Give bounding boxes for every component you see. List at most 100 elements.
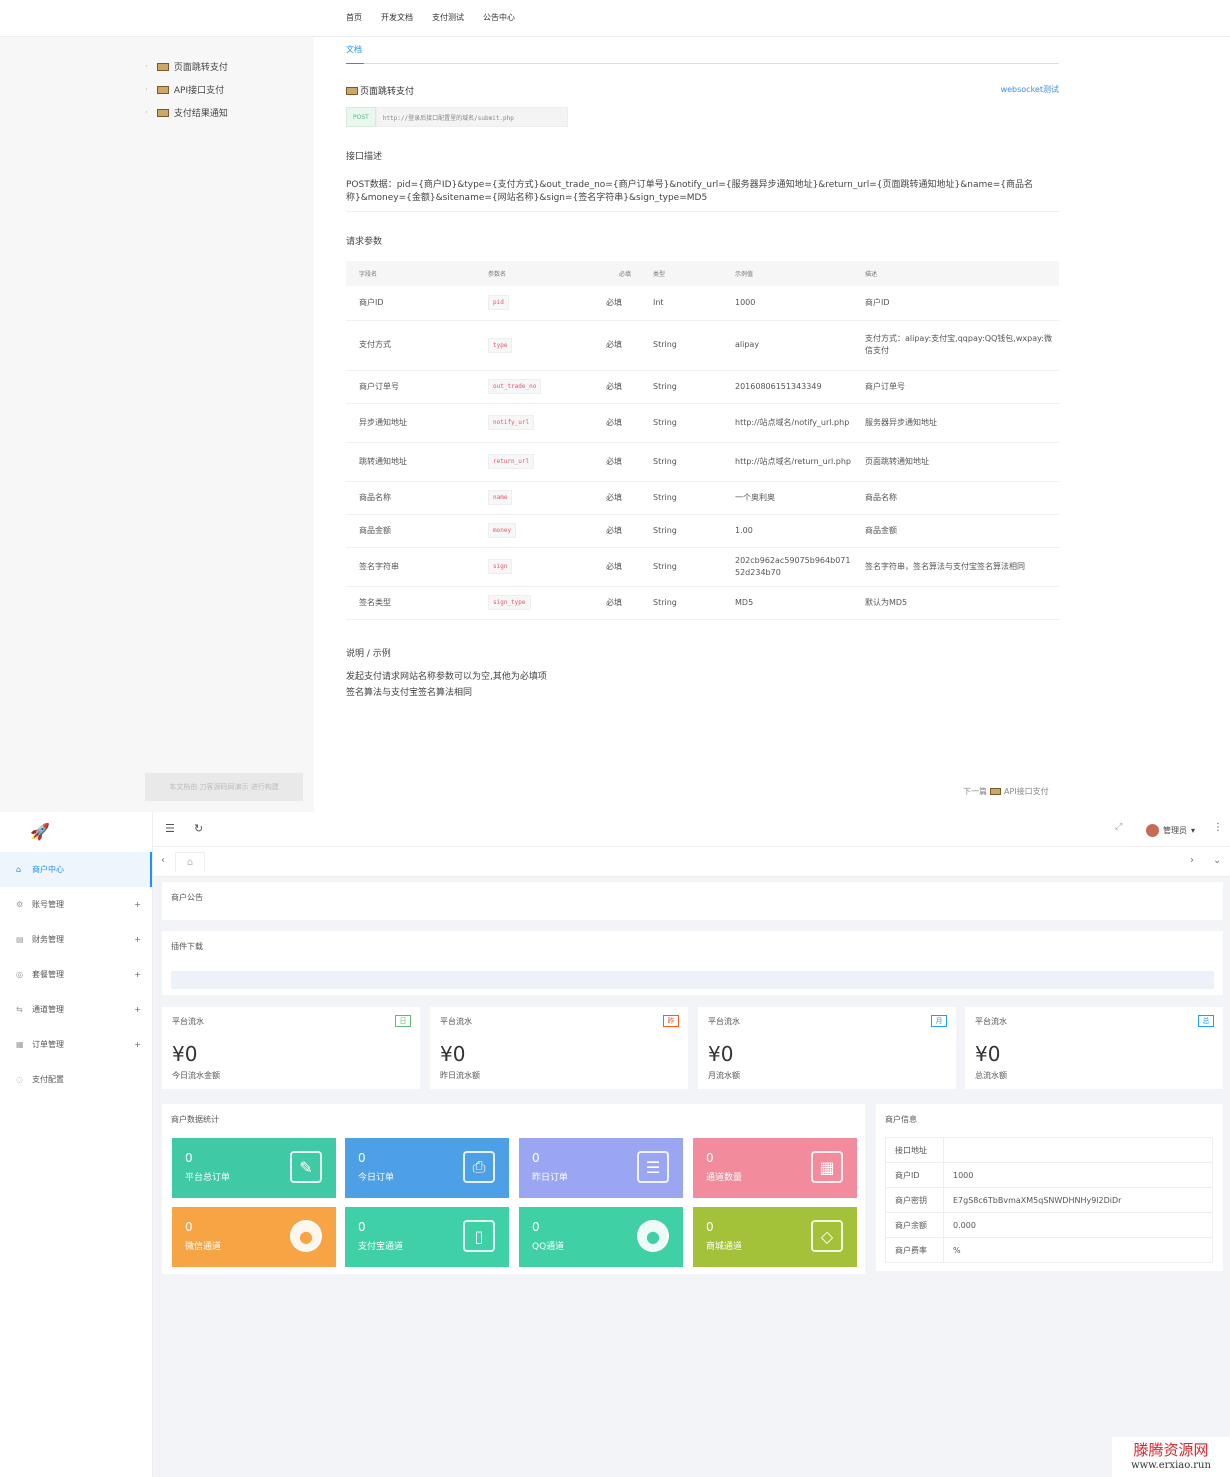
expand-icon[interactable]: + bbox=[134, 935, 141, 944]
stat-tile[interactable]: 0 支付宝通道 ▯ bbox=[345, 1207, 509, 1267]
flow-card: 平台流水 总 ¥0 总流水额 bbox=[965, 1007, 1223, 1089]
stat-tile[interactable]: 0 QQ通道 ● bbox=[519, 1207, 683, 1267]
doc-built-by-button[interactable]: 本文档由 刀客源码网演示 进行构建 bbox=[145, 773, 303, 801]
sidebar-item-2[interactable]: ▤ 财务管理 + bbox=[0, 922, 152, 957]
param-cell: money bbox=[475, 514, 606, 548]
param-cell: type bbox=[475, 320, 606, 371]
doc-page: 首页 开发文档 支付测试 公告中心 · 页面跳转支付 · API接口支付 · 支付结果… bbox=[0, 13, 1230, 812]
sidebar-item-6[interactable]: ◌ 支付配置 bbox=[0, 1062, 152, 1097]
sidebar-item-0[interactable]: ⌂ 商户中心 bbox=[0, 852, 152, 887]
field-cell: 支付方式 bbox=[346, 320, 475, 371]
param-code: sign bbox=[488, 559, 513, 574]
required-cell: 必填 bbox=[606, 370, 640, 404]
flow-label: 今日流水金额 bbox=[172, 1071, 220, 1080]
calendar-icon: ▦ bbox=[811, 1151, 843, 1183]
sidebar-item-4[interactable]: ⇆ 通道管理 + bbox=[0, 992, 152, 1027]
finance-icon: ▤ bbox=[16, 935, 24, 944]
sidebar-item-1[interactable]: ⚙ 账号管理 + bbox=[0, 887, 152, 922]
info-key: 接口地址 bbox=[885, 1137, 944, 1163]
next-link[interactable]: API接口支付 bbox=[1004, 787, 1049, 796]
sidebar-item-label: 账号管理 bbox=[32, 900, 64, 909]
flow-title: 平台流水 bbox=[708, 1017, 740, 1026]
notice-title: 商户公告 bbox=[171, 893, 203, 902]
tile-value: 0 bbox=[532, 1151, 540, 1165]
user-menu[interactable]: 管理员 ▾ bbox=[1146, 824, 1195, 837]
tab-home[interactable]: ⌂ bbox=[175, 852, 205, 872]
more-icon[interactable]: ⋮ bbox=[1213, 822, 1223, 833]
type-cell: String bbox=[640, 442, 722, 482]
flow-label: 总流水额 bbox=[975, 1071, 1007, 1080]
nav-notice[interactable]: 公告中心 bbox=[483, 13, 515, 22]
tile-value: 0 bbox=[532, 1220, 540, 1234]
stat-tile[interactable]: 0 平台总订单 ✎ bbox=[172, 1138, 336, 1198]
param-cell: name bbox=[475, 481, 606, 515]
page-title-text: 页面跳转支付 bbox=[360, 87, 415, 97]
side-link-page-pay[interactable]: · 页面跳转支付 bbox=[145, 55, 228, 78]
tabs-dropdown-icon[interactable]: ⌄ bbox=[1213, 855, 1222, 866]
param-code: sign_type bbox=[488, 595, 531, 610]
info-row: 商户费率% bbox=[885, 1237, 1213, 1263]
desc-cell: 页面跳转通知地址 bbox=[852, 442, 1059, 482]
required-cell: 必填 bbox=[606, 514, 640, 548]
desc-cell: 商品金额 bbox=[852, 514, 1059, 548]
stat-tile[interactable]: 0 商城通道 ◇ bbox=[693, 1207, 857, 1267]
desc-title: 接口描述 bbox=[346, 152, 383, 162]
stat-tile[interactable]: 0 昨日订单 ☰ bbox=[519, 1138, 683, 1198]
rocket-logo-icon[interactable]: 🚀 bbox=[30, 822, 50, 841]
col-required: 必填 bbox=[606, 261, 640, 286]
watermark-url: www.erxiao.run bbox=[1131, 1460, 1211, 1471]
stat-tile[interactable]: 0 今日订单 ⎙ bbox=[345, 1138, 509, 1198]
expand-icon[interactable]: + bbox=[134, 1005, 141, 1014]
tile-value: 0 bbox=[706, 1151, 714, 1165]
side-link-label: 支付结果通知 bbox=[173, 109, 228, 119]
param-code: out_trade_no bbox=[488, 379, 542, 394]
tabs-next-icon[interactable]: › bbox=[1190, 855, 1194, 866]
sidebar-item-label: 商户中心 bbox=[32, 865, 64, 874]
info-value: 0.000 bbox=[943, 1212, 1213, 1238]
book-icon bbox=[156, 108, 169, 117]
field-cell: 商户订单号 bbox=[346, 370, 475, 404]
tile-label: 平台总订单 bbox=[185, 1173, 231, 1183]
order-icon: ▦ bbox=[16, 1040, 24, 1049]
user-name: 管理员 bbox=[1163, 826, 1187, 835]
doc-sidebar: · 页面跳转支付 · API接口支付 · 支付结果通知 bbox=[0, 37, 314, 812]
fullscreen-icon[interactable]: ⤢ bbox=[1115, 822, 1123, 832]
param-code: name bbox=[488, 490, 513, 505]
expand-icon[interactable]: + bbox=[134, 970, 141, 979]
sidebar-item-5[interactable]: ▦ 订单管理 + bbox=[0, 1027, 152, 1062]
next-article[interactable]: 下一篇 API接口支付 bbox=[963, 786, 1049, 797]
tile-label: 微信通道 bbox=[185, 1242, 222, 1252]
tab-doc[interactable]: 文档 bbox=[346, 44, 1059, 64]
side-link-api-pay[interactable]: · API接口支付 bbox=[145, 78, 228, 101]
flow-amount: ¥0 bbox=[172, 1042, 198, 1066]
example-cell: 1.00 bbox=[722, 514, 852, 548]
sidebar-item-label: 通道管理 bbox=[32, 1005, 64, 1014]
required-cell: 必填 bbox=[606, 442, 640, 482]
bullet-icon: · bbox=[145, 107, 148, 118]
menu-toggle-icon[interactable]: ☰ bbox=[165, 822, 175, 835]
expand-icon[interactable]: + bbox=[134, 1040, 141, 1049]
field-cell: 商品金额 bbox=[346, 514, 475, 548]
post-data: POST数据：pid={商户ID}&type={支付方式}&out_trade_… bbox=[346, 179, 1059, 212]
refresh-icon[interactable]: ↻ bbox=[194, 822, 204, 835]
flow-amount: ¥0 bbox=[708, 1042, 734, 1066]
tile-value: 0 bbox=[185, 1151, 193, 1165]
table-row: 商品金额 money 必填 String 1.00 商品金额 bbox=[346, 514, 1059, 548]
websocket-test-link[interactable]: websocket测试 bbox=[1000, 85, 1059, 94]
info-value: 1000 bbox=[943, 1162, 1213, 1188]
sidebar-item-3[interactable]: ◎ 套餐管理 + bbox=[0, 957, 152, 992]
expand-icon[interactable]: + bbox=[134, 900, 141, 909]
param-code: return_url bbox=[488, 454, 535, 469]
stat-tile[interactable]: 0 微信通道 ● bbox=[172, 1207, 336, 1267]
param-cell: sign_type bbox=[475, 586, 606, 620]
field-cell: 异步通知地址 bbox=[346, 403, 475, 443]
tabs-prev-icon[interactable]: ‹ bbox=[161, 855, 165, 866]
side-link-notify[interactable]: · 支付结果通知 bbox=[145, 101, 228, 124]
nav-home[interactable]: 首页 bbox=[346, 13, 362, 22]
field-cell: 签名字符串 bbox=[346, 547, 475, 587]
stat-tile[interactable]: 0 通道数量 ▦ bbox=[693, 1138, 857, 1198]
nav-dev-docs[interactable]: 开发文档 bbox=[381, 13, 413, 22]
tile-label: 商城通道 bbox=[706, 1242, 743, 1252]
doc-side-links: · 页面跳转支付 · API接口支付 · 支付结果通知 bbox=[145, 55, 228, 124]
nav-pay-test[interactable]: 支付测试 bbox=[432, 13, 464, 22]
